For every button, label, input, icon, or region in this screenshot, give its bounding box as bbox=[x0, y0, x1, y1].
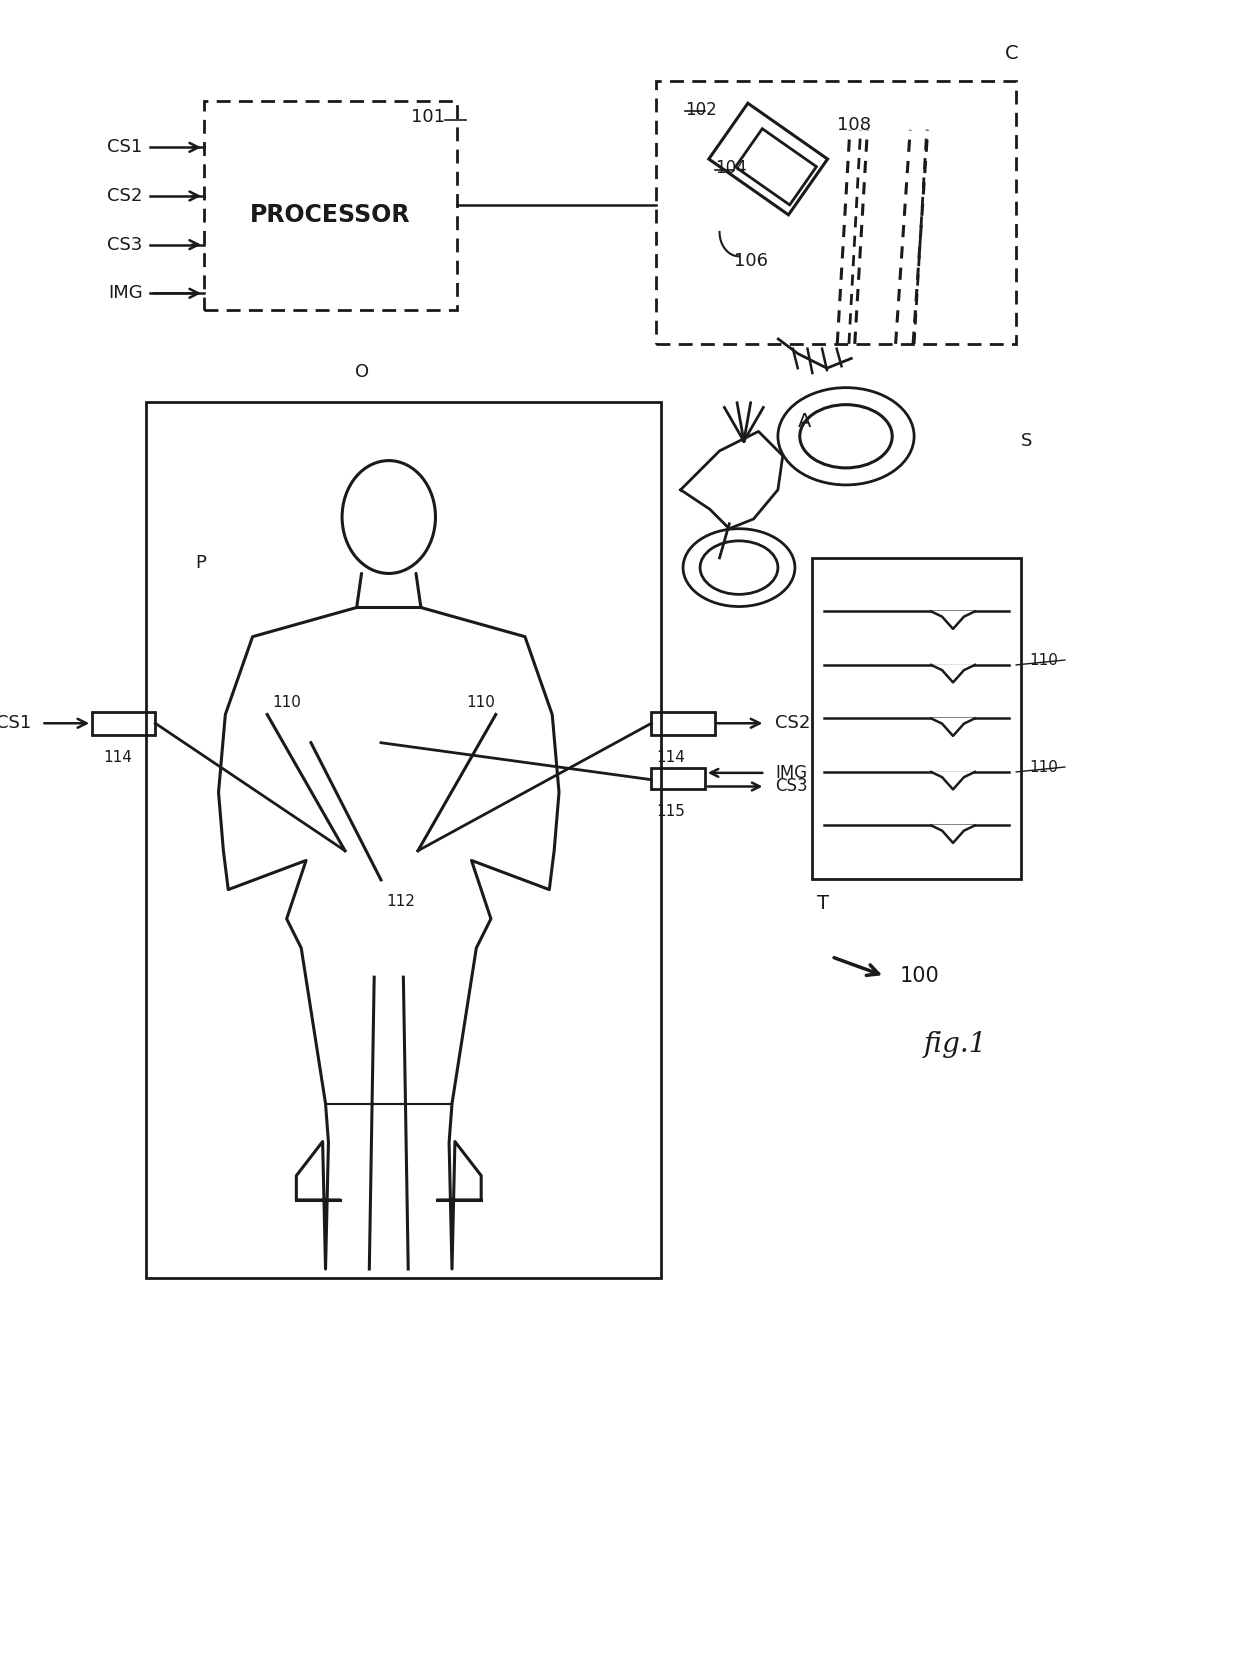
Text: 102: 102 bbox=[686, 101, 717, 119]
Text: CS3: CS3 bbox=[108, 235, 143, 254]
Text: 104: 104 bbox=[714, 160, 746, 176]
Text: 101: 101 bbox=[412, 109, 445, 126]
Text: T: T bbox=[817, 894, 828, 912]
Text: 114: 114 bbox=[656, 749, 684, 764]
Text: 114: 114 bbox=[103, 749, 131, 764]
Polygon shape bbox=[931, 665, 975, 682]
Text: 100: 100 bbox=[899, 966, 939, 986]
Text: 115: 115 bbox=[656, 805, 686, 820]
Text: IMG: IMG bbox=[775, 764, 807, 781]
Text: CS3: CS3 bbox=[775, 778, 807, 796]
Text: CS1: CS1 bbox=[108, 138, 143, 156]
Text: 112: 112 bbox=[386, 894, 414, 909]
Text: CS2: CS2 bbox=[108, 186, 143, 205]
Text: 110: 110 bbox=[272, 694, 301, 709]
Text: O: O bbox=[355, 363, 370, 381]
Polygon shape bbox=[931, 771, 975, 790]
Text: S: S bbox=[1021, 432, 1033, 450]
Text: IMG: IMG bbox=[108, 284, 143, 302]
Text: A: A bbox=[797, 412, 811, 432]
Text: PROCESSOR: PROCESSOR bbox=[250, 203, 410, 227]
Text: 110: 110 bbox=[466, 694, 496, 709]
Text: 108: 108 bbox=[837, 116, 872, 134]
Text: fig.1: fig.1 bbox=[924, 1032, 987, 1058]
Polygon shape bbox=[931, 612, 975, 628]
Polygon shape bbox=[931, 719, 975, 736]
Text: CS1: CS1 bbox=[0, 714, 32, 732]
Text: P: P bbox=[195, 554, 206, 571]
Text: C: C bbox=[1004, 44, 1018, 64]
Text: 110: 110 bbox=[1029, 759, 1058, 774]
Text: CS2: CS2 bbox=[775, 714, 811, 732]
Text: 110: 110 bbox=[1029, 652, 1058, 667]
Text: 106: 106 bbox=[734, 252, 768, 270]
Polygon shape bbox=[931, 825, 975, 843]
